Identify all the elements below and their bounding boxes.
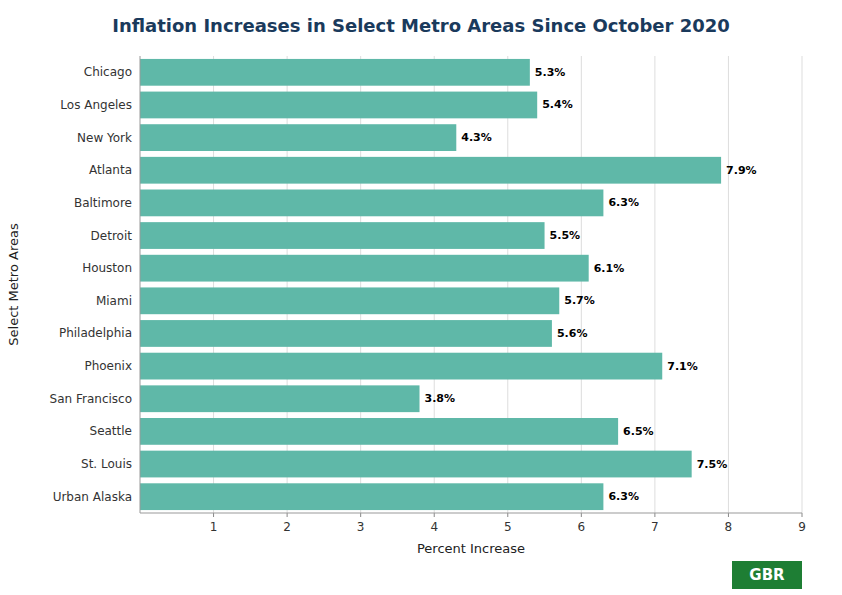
- chart: 1 2 3 4 5 6 7 8 9 5.3% 5.4% 4.3% 7.9% 6.3% 5.5% 6.1% 5.7…: [0, 0, 842, 595]
- bar: [140, 385, 420, 412]
- tick-mark: [654, 513, 655, 517]
- y-tick-label: Phoenix: [84, 359, 132, 373]
- grid-line: [728, 56, 729, 513]
- x-tick-label: 9: [798, 520, 806, 534]
- y-tick-label: St. Louis: [81, 457, 132, 471]
- data-label: 6.1%: [594, 262, 625, 275]
- y-tick-label: New York: [77, 131, 132, 145]
- x-tick-label: 6: [578, 520, 586, 534]
- data-label: 7.1%: [667, 360, 698, 373]
- y-tick-label: San Francisco: [50, 392, 132, 406]
- bar: [140, 157, 721, 184]
- x-axis-line: [140, 513, 802, 514]
- y-tick-label: Miami: [96, 294, 132, 308]
- grid-line: [654, 56, 655, 513]
- x-tick-label: 4: [430, 520, 438, 534]
- x-tick-label: 3: [357, 520, 365, 534]
- y-tick-label: Detroit: [91, 229, 133, 243]
- y-tick-label: Urban Alaska: [53, 490, 132, 504]
- grid-line: [802, 56, 803, 513]
- tick-mark: [581, 513, 582, 517]
- background: [0, 0, 842, 595]
- tick-mark: [213, 513, 214, 517]
- tick-mark: [802, 513, 803, 517]
- bar: [140, 59, 530, 86]
- y-axis-line: [140, 56, 141, 513]
- badge-text: GBR: [749, 566, 785, 584]
- data-label: 4.3%: [461, 131, 492, 144]
- data-label: 6.3%: [608, 490, 639, 503]
- data-label: 5.7%: [564, 294, 595, 307]
- bar: [140, 287, 559, 314]
- y-tick-label: Baltimore: [74, 196, 132, 210]
- tick-mark: [434, 513, 435, 517]
- data-label: 3.8%: [425, 392, 456, 405]
- data-label: 6.5%: [623, 425, 654, 438]
- y-tick-label: Houston: [82, 261, 132, 275]
- bar: [140, 320, 552, 347]
- data-label: 5.6%: [557, 327, 588, 340]
- y-tick-label: Philadelphia: [59, 326, 132, 340]
- badge: [732, 561, 802, 589]
- x-tick-label: 8: [725, 520, 733, 534]
- bar: [140, 92, 537, 119]
- y-tick-label: Chicago: [84, 65, 132, 79]
- data-label: 7.5%: [697, 458, 728, 471]
- x-axis-title: Percent Increase: [417, 541, 525, 556]
- y-tick-label: Los Angeles: [60, 98, 132, 112]
- x-tick-label: 1: [210, 520, 218, 534]
- y-tick-label: Atlanta: [89, 163, 132, 177]
- bar: [140, 451, 692, 478]
- bar: [140, 255, 589, 282]
- bars: [140, 59, 721, 510]
- title: Inflation Increases in Select Metro Area…: [112, 15, 730, 36]
- bar: [140, 483, 603, 510]
- x-tick-label: 7: [651, 520, 659, 534]
- bar: [140, 222, 545, 249]
- tick-mark: [360, 513, 361, 517]
- y-axis-title: Select Metro Areas: [6, 223, 21, 346]
- data-label: 6.3%: [608, 196, 639, 209]
- data-label: 5.3%: [535, 66, 566, 79]
- data-label: 7.9%: [726, 164, 757, 177]
- tick-mark: [728, 513, 729, 517]
- y-tick-label: Seattle: [90, 424, 132, 438]
- bar: [140, 353, 662, 380]
- bar: [140, 190, 603, 217]
- tick-mark: [287, 513, 288, 517]
- data-label: 5.5%: [550, 229, 581, 242]
- x-tick-label: 2: [283, 520, 291, 534]
- data-label: 5.4%: [542, 98, 573, 111]
- bar: [140, 418, 618, 445]
- bar: [140, 124, 456, 151]
- tick-mark: [507, 513, 508, 517]
- x-tick-label: 5: [504, 520, 512, 534]
